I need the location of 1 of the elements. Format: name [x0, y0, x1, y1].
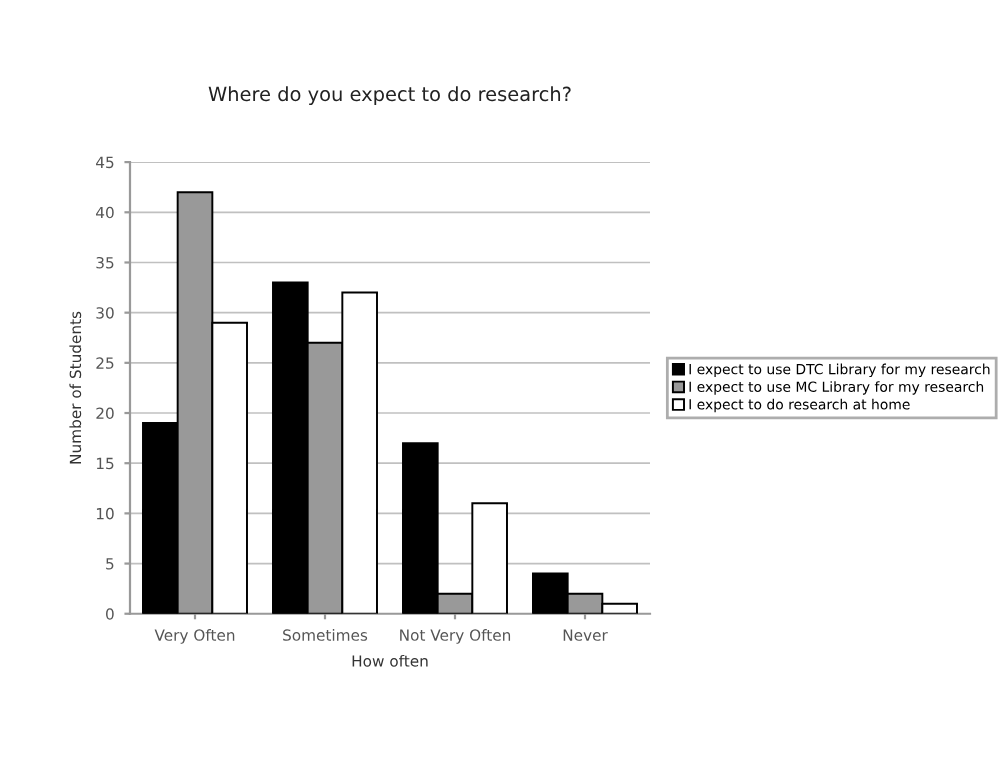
chart-title: Where do you expect to do research? [208, 86, 571, 106]
